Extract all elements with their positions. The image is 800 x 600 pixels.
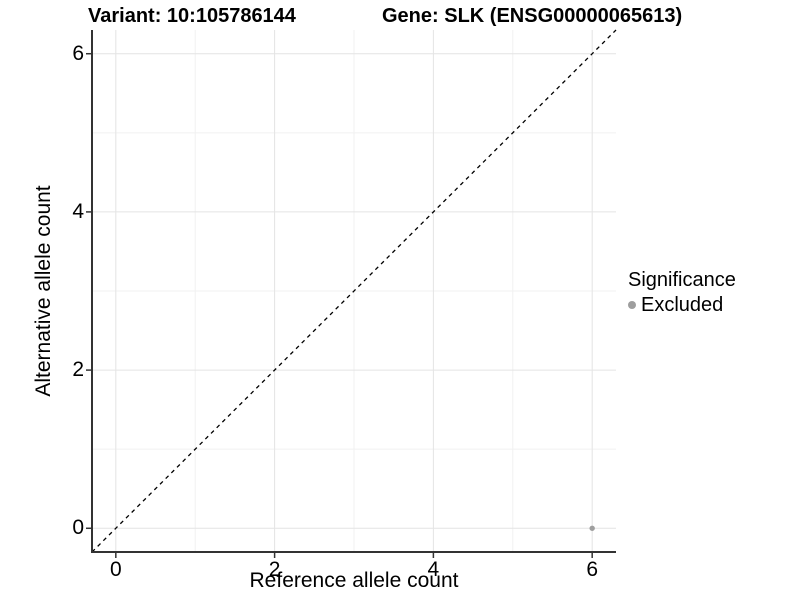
y-tick-label: 2 (72, 358, 84, 382)
legend-point-icon (628, 301, 636, 309)
plot-title-variant: Variant: 10:105786144 (88, 5, 296, 27)
y-tick-label: 0 (72, 516, 84, 540)
legend-item-excluded: Excluded (628, 293, 798, 317)
legend: Significance Excluded (628, 268, 798, 317)
legend-title: Significance (628, 269, 736, 291)
data-point (589, 525, 595, 531)
legend-item-label: Excluded (641, 294, 724, 316)
x-tick-label: 6 (586, 558, 599, 581)
x-tick-label: 2 (268, 558, 281, 581)
identity-dashed-line (91, 29, 617, 553)
y-tick-label: 6 (72, 41, 84, 65)
plot-title-gene: Gene: SLK (ENSG00000065613) (382, 5, 683, 27)
x-tick-label: 4 (427, 558, 440, 581)
x-tick-label: 0 (109, 558, 122, 581)
y-tick-label: 4 (72, 199, 84, 223)
y-axis-label: Alternative allele count (32, 185, 55, 397)
x-axis-label: Reference allele count (249, 569, 459, 592)
